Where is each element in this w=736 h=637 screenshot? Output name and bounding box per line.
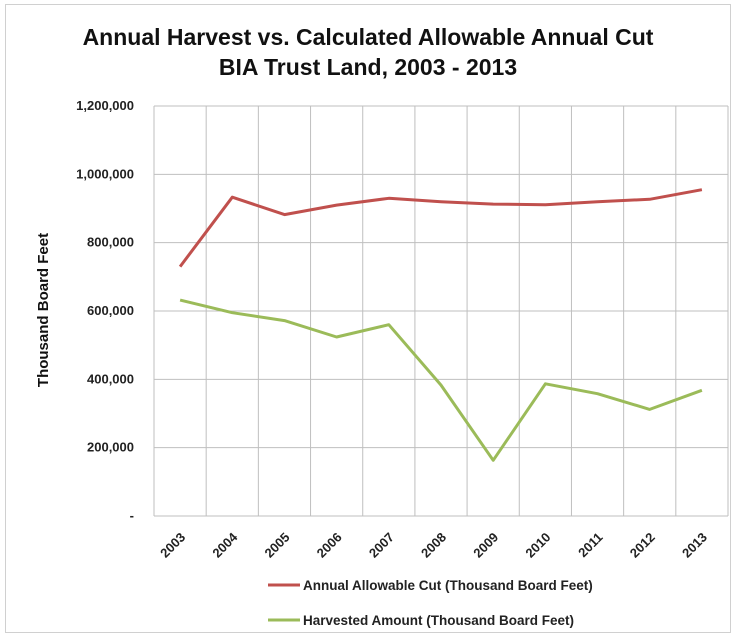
y-tick-label: 1,000,000: [76, 166, 134, 181]
chart-title: Annual Harvest vs. Calculated Allowable …: [82, 24, 654, 50]
series-lines: [178, 188, 703, 462]
y-axis-label: Thousand Board Feet: [35, 233, 52, 387]
series-line-0: [178, 188, 703, 268]
x-axis-ticks: 2003 2004 2005 2006 2007 2008 2009 2010 2011 2012…: [157, 529, 710, 561]
legend: Annual Allowable Cut (Thousand Board Fee…: [268, 578, 593, 628]
y-tick-label: 400,000: [87, 371, 134, 386]
x-tick-label: 2006: [314, 530, 345, 561]
y-tick-label: -: [130, 508, 134, 523]
x-tick-label: 2005: [262, 530, 293, 561]
y-tick-label: 200,000: [87, 440, 134, 455]
x-tick-label: 2012: [627, 530, 658, 561]
x-tick-label: 2008: [418, 530, 449, 561]
chart-frame: [5, 4, 731, 633]
x-tick-label: 2011: [575, 530, 606, 561]
x-tick-label: 2007: [366, 530, 397, 561]
legend-label: Harvested Amount (Thousand Board Feet): [303, 613, 574, 628]
y-tick-label: 1,200,000: [76, 98, 134, 113]
series-line-1: [179, 298, 703, 462]
y-tick-label: 800,000: [87, 235, 134, 250]
gridlines: [153, 105, 729, 517]
chart-subtitle: BIA Trust Land, 2003 - 2013: [218, 54, 518, 80]
x-tick-label: 2010: [522, 530, 553, 561]
x-tick-label: 2009: [470, 530, 501, 561]
chart-title-block: Annual Harvest vs. Calculated Allowable …: [0, 22, 736, 82]
x-tick-label: 2004: [209, 529, 241, 561]
y-axis-ticks: - 200,000 400,000 600,000 800,000 1,000,000 1,…: [76, 98, 134, 523]
x-tick-label: 2003: [157, 530, 188, 561]
y-tick-label: 600,000: [87, 303, 134, 318]
legend-label: Annual Allowable Cut (Thousand Board Fee…: [303, 578, 593, 593]
x-tick-label: 2013: [679, 530, 710, 561]
